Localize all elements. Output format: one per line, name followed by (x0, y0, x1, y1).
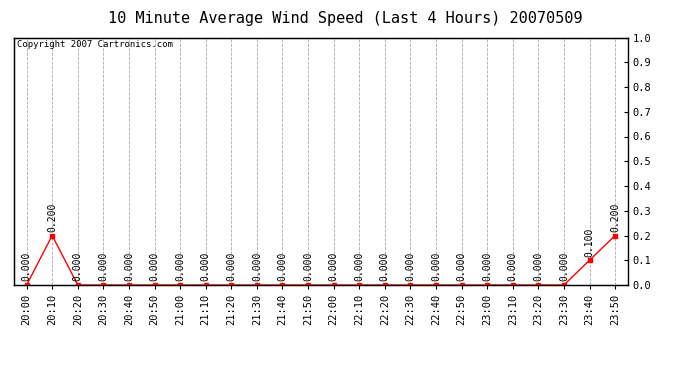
Text: 0.100: 0.100 (584, 227, 595, 256)
Text: 0.000: 0.000 (431, 252, 441, 281)
Text: 0.000: 0.000 (72, 252, 83, 281)
Text: 0.000: 0.000 (559, 252, 569, 281)
Text: 10 Minute Average Wind Speed (Last 4 Hours) 20070509: 10 Minute Average Wind Speed (Last 4 Hou… (108, 11, 582, 26)
Text: 0.000: 0.000 (303, 252, 313, 281)
Text: 0.000: 0.000 (124, 252, 134, 281)
Text: 0.000: 0.000 (226, 252, 236, 281)
Text: 0.000: 0.000 (533, 252, 543, 281)
Text: 0.000: 0.000 (21, 252, 32, 281)
Text: 0.000: 0.000 (354, 252, 364, 281)
Text: 0.000: 0.000 (457, 252, 466, 281)
Text: 0.000: 0.000 (277, 252, 288, 281)
Text: 0.000: 0.000 (201, 252, 210, 281)
Text: 0.000: 0.000 (252, 252, 262, 281)
Text: 0.000: 0.000 (482, 252, 492, 281)
Text: 0.000: 0.000 (328, 252, 339, 281)
Text: 0.000: 0.000 (380, 252, 390, 281)
Text: 0.200: 0.200 (47, 202, 57, 232)
Text: 0.000: 0.000 (175, 252, 185, 281)
Text: 0.000: 0.000 (508, 252, 518, 281)
Text: Copyright 2007 Cartronics.com: Copyright 2007 Cartronics.com (17, 40, 172, 49)
Text: 0.200: 0.200 (610, 202, 620, 232)
Text: 0.000: 0.000 (150, 252, 159, 281)
Text: 0.000: 0.000 (99, 252, 108, 281)
Text: 0.000: 0.000 (406, 252, 415, 281)
